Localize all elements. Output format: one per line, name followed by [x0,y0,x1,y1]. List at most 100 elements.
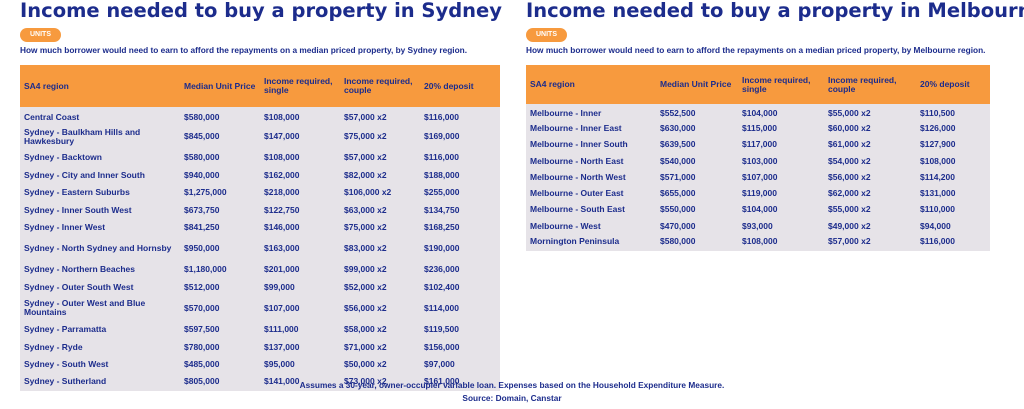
price-cell: $805,000 [184,376,220,387]
sydney-header-income-couple: Income required, couple [344,76,413,95]
region-cell: Sydney - Outer South West [24,281,134,292]
income-single-cell: $141,000 [264,376,300,387]
deposit-cell: $97,000 [424,358,455,369]
melbourne-panel: Income needed to buy a property in Melbo… [526,0,1024,251]
price-cell: $639,500 [660,139,696,150]
region-cell: Sydney - City and Inner South [24,169,145,180]
income-single-cell: $137,000 [264,341,300,352]
income-couple-cell: $52,000 x2 [344,281,387,292]
region-cell: Melbourne - North West [530,171,626,182]
melbourne-header-median-price: Median Unit Price [660,79,732,89]
table-row: Sydney - Inner South West $673,750 $122,75… [20,202,500,219]
deposit-cell: $102,400 [424,281,460,292]
region-cell: Melbourne - Outer East [530,188,624,199]
sydney-units-badge: UNITS [20,28,61,42]
income-single-cell: $108,000 [264,152,300,163]
income-couple-cell: $62,000 x2 [828,188,871,199]
income-couple-cell: $50,000 x2 [344,358,387,369]
region-cell: Sydney - Inner South West [24,204,132,215]
region-cell: Melbourne - Inner East [530,122,622,133]
table-row: Sydney - North Sydney and Hornsby $950,00… [20,236,500,261]
sydney-header-region: SA4 region [24,80,69,91]
price-cell: $570,000 [184,302,220,313]
table-row: Sydney - Outer South West $512,000 $99,000… [20,279,500,296]
income-single-cell: $146,000 [264,222,300,233]
price-cell: $841,250 [184,222,220,233]
deposit-cell: $119,500 [424,324,459,335]
price-cell: $580,000 [184,152,220,163]
table-row: Sydney - Ryde $780,000 $137,000 $71,000 x2 $… [20,338,500,355]
melbourne-units-badge: UNITS [526,28,567,42]
income-couple-cell: $56,000 x2 [344,302,387,313]
deposit-cell: $188,000 [424,169,460,180]
deposit-cell: $156,000 [424,341,460,352]
table-row: Central Coast $580,000 $108,000 $57,000 x2 $… [20,107,500,124]
income-single-cell: $201,000 [264,264,300,275]
sydney-header-deposit: 20% deposit [424,80,474,91]
income-couple-cell: $56,000 x2 [828,171,871,182]
income-couple-cell: $71,000 x2 [344,341,387,352]
income-single-cell: $103,000 [742,155,778,166]
footer-source: Source: Domain, Canstar [462,393,562,403]
sydney-table: SA4 region Median Unit Price Income requir… [20,65,500,391]
deposit-cell: $236,000 [424,264,460,275]
region-cell: Sydney - Eastern Suburbs [24,187,130,198]
price-cell: $552,500 [660,108,696,119]
price-cell: $571,000 [660,171,696,182]
table-row: Sydney - Parramatta $597,500 $111,000 $58,0… [20,321,500,338]
income-couple-cell: $54,000 x2 [828,155,871,166]
table-row: Sydney - Baulkham Hills and Hawkesbury $8… [20,124,500,149]
deposit-cell: $94,000 [920,220,951,231]
income-single-cell: $95,000 [264,358,295,369]
melbourne-header-deposit: 20% deposit [920,79,970,89]
income-couple-cell: $75,000 x2 [344,131,387,142]
region-cell: Sydney - Baulkham Hills and Hawkesbury [24,126,141,146]
income-couple-cell: $58,000 x2 [344,324,387,335]
income-single-cell: $117,000 [742,139,777,150]
table-row: Sydney - Eastern Suburbs $1,275,000 $218,0… [20,184,500,201]
income-single-cell: $111,000 [264,324,299,335]
price-cell: $845,000 [184,131,220,142]
region-cell: Mornington Peninsula [530,235,620,246]
region-cell: Sydney - Parramatta [24,324,107,335]
income-couple-cell: $99,000 x2 [344,264,387,275]
melbourne-title: Income needed to buy a property in Melbo… [526,0,1024,22]
income-couple-cell: $60,000 x2 [828,122,871,133]
income-couple-cell: $55,000 x2 [828,204,871,215]
price-cell: $950,000 [184,243,220,254]
melbourne-table: SA4 region Median Unit Price Income requir… [526,65,990,251]
table-row: Sydney - Outer West and Blue Mountains $5… [20,296,500,321]
income-couple-cell: $55,000 x2 [828,108,871,119]
deposit-cell: $168,250 [424,222,460,233]
deposit-cell: $131,000 [920,188,956,199]
table-row: Mornington Peninsula $580,000 $108,000 $57,… [526,234,990,250]
melbourne-table-header-row: SA4 region Median Unit Price Income requir… [526,65,990,104]
price-cell: $485,000 [184,358,220,369]
deposit-cell: $255,000 [424,187,460,198]
income-single-cell: $108,000 [264,112,300,123]
region-cell: Sydney - South West [24,358,109,369]
table-row: Sydney - Inner West $841,250 $146,000 $75,0… [20,219,500,236]
table-row: Melbourne - North East $540,000 $103,000 $5… [526,153,990,169]
deposit-cell: $116,000 [920,235,955,246]
price-cell: $940,000 [184,169,220,180]
deposit-cell: $126,000 [920,122,956,133]
deposit-cell: $110,000 [920,204,955,215]
income-couple-cell: $57,000 x2 [344,112,387,123]
income-single-cell: $93,000 [742,220,773,231]
region-cell: Sydney - Backtown [24,152,102,163]
region-cell: Melbourne - West [530,220,601,231]
income-single-cell: $163,000 [264,243,300,254]
sydney-table-header-row: SA4 region Median Unit Price Income requir… [20,65,500,107]
income-couple-cell: $49,000 x2 [828,220,871,231]
income-single-cell: $147,000 [264,131,300,142]
deposit-cell: $190,000 [424,243,460,254]
region-cell: Melbourne - North East [530,155,624,166]
income-single-cell: $115,000 [742,122,777,133]
price-cell: $580,000 [660,235,696,246]
income-single-cell: $107,000 [742,171,778,182]
region-cell: Melbourne - South East [530,204,625,215]
melbourne-header-income-couple: Income required, couple [828,74,897,94]
table-row: Sydney - City and Inner South $940,000 $16… [20,167,500,184]
region-cell: Melbourne - Inner South [530,139,628,150]
